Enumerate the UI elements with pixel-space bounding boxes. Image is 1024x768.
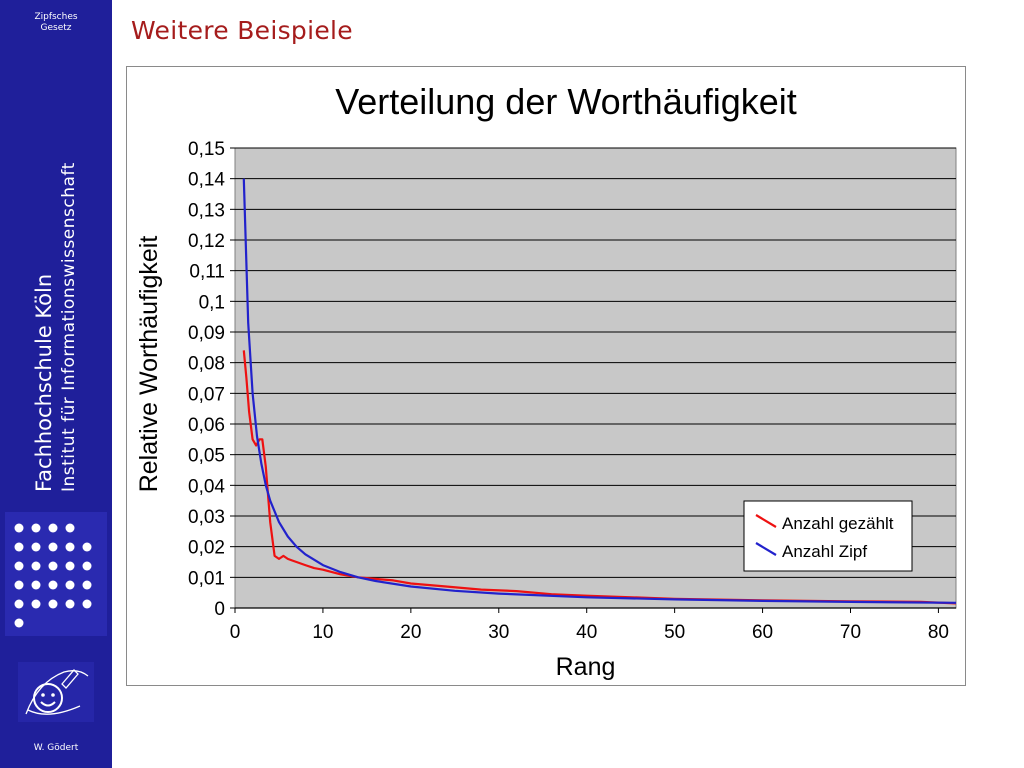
- sidebar-topic: Zipfsches Gesetz: [0, 12, 112, 34]
- y-tick-label: 0,03: [188, 507, 225, 528]
- x-tick-label: 40: [576, 622, 597, 643]
- y-tick-label: 0,05: [188, 446, 225, 467]
- dot: [65, 599, 75, 609]
- legend-swatch: [755, 514, 777, 528]
- dot: [65, 561, 75, 571]
- x-tick-label: 0: [230, 622, 241, 643]
- dot: [48, 523, 58, 533]
- y-tick-label: 0,01: [188, 568, 225, 589]
- series-line-1: [242, 350, 957, 605]
- dot: [65, 542, 75, 552]
- dot: [14, 599, 24, 609]
- chart: Verteilung der Worthäufigkeit 00,010,020…: [135, 81, 957, 681]
- x-tick-label: 20: [400, 622, 421, 643]
- sidebar-topic-line2: Gesetz: [40, 23, 72, 33]
- dot: [82, 580, 92, 590]
- y-tick-label: 0,07: [188, 384, 225, 405]
- sidebar: Zipfsches Gesetz Fachhochschule Köln Ins…: [0, 0, 112, 768]
- dot: [14, 561, 24, 571]
- series-line-2: [242, 178, 957, 604]
- legend-label: Anzahl gezählt: [782, 514, 894, 533]
- x-tick-label: 70: [840, 622, 861, 643]
- x-axis-ticks: 0 10 20 30 40 50 60 70 80: [230, 607, 956, 643]
- series-lines: [242, 178, 957, 605]
- x-tick-label: 50: [664, 622, 685, 643]
- slide-title: Weitere Beispiele: [131, 16, 353, 45]
- department-name: Institut für Informationswissenschaft: [59, 162, 79, 492]
- x-tick-label: 80: [928, 622, 949, 643]
- dot: [82, 542, 92, 552]
- dot: [82, 599, 92, 609]
- y-tick-label: 0,11: [189, 262, 225, 283]
- chart-frame: Verteilung der Worthäufigkeit 0 0,01 0,02 0…: [126, 66, 966, 686]
- y-tick-label: 0,12: [188, 231, 225, 252]
- dot: [65, 523, 75, 533]
- gridlines: [235, 147, 956, 578]
- x-tick-label: 60: [752, 622, 773, 643]
- x-tick-label: 30: [488, 622, 509, 643]
- dot: [48, 542, 58, 552]
- y-tick-label: 0,1: [199, 292, 225, 313]
- legend-box: [743, 500, 913, 572]
- dot: [14, 618, 24, 628]
- x-axis-label: Rang: [556, 653, 616, 681]
- legend-swatch: [755, 542, 777, 556]
- y-tick-label: 0,09: [188, 323, 225, 344]
- dot: [31, 542, 41, 552]
- y-axis-label: Relative Worthäufigkeit: [135, 236, 163, 493]
- y-tick-label: 0,08: [188, 354, 225, 375]
- institution-name: Fachhochschule Köln: [32, 273, 56, 492]
- dot: [31, 599, 41, 609]
- dot: [14, 580, 24, 590]
- smiley-face-icon: [25, 669, 89, 715]
- y-tick-label: 0: [214, 599, 225, 620]
- y-tick-label: 0,06: [188, 415, 225, 436]
- legend-label: Anzahl Zipf: [782, 542, 867, 561]
- y-tick-label: 0,15: [188, 139, 225, 160]
- dot: [48, 599, 58, 609]
- legend: Anzahl gezählt Anzahl Zipf: [743, 500, 913, 572]
- sidebar-institution-block: Fachhochschule Köln Institut für Informa…: [30, 112, 100, 492]
- y-tick-label: 0,13: [188, 200, 225, 221]
- dot: [14, 542, 24, 552]
- dot: [82, 561, 92, 571]
- sidebar-topic-line1: Zipfsches: [34, 12, 78, 22]
- dot: [31, 561, 41, 571]
- dot: [14, 523, 24, 533]
- y-tick-label: 0,02: [188, 538, 225, 559]
- dot: [65, 580, 75, 590]
- y-tick-label: 0,04: [188, 476, 225, 497]
- dot-pattern-icon: [14, 523, 92, 628]
- smiley-logo: [18, 662, 94, 722]
- y-tick-label: 0,14: [188, 170, 225, 191]
- y-axis-ticks: 0 0,01 0,02 0,03 0,04 0,05 0,06 0,07 0,08 0,09 0,1…: [188, 139, 235, 620]
- x-tick-label: 10: [312, 622, 333, 643]
- dot-pattern-logo: [5, 512, 107, 636]
- chart-title: Verteilung der Worthäufigkeit: [335, 81, 797, 122]
- dot: [31, 580, 41, 590]
- dot: [48, 580, 58, 590]
- dot: [48, 561, 58, 571]
- dot: [31, 523, 41, 533]
- author-name: W. Gödert: [33, 743, 79, 753]
